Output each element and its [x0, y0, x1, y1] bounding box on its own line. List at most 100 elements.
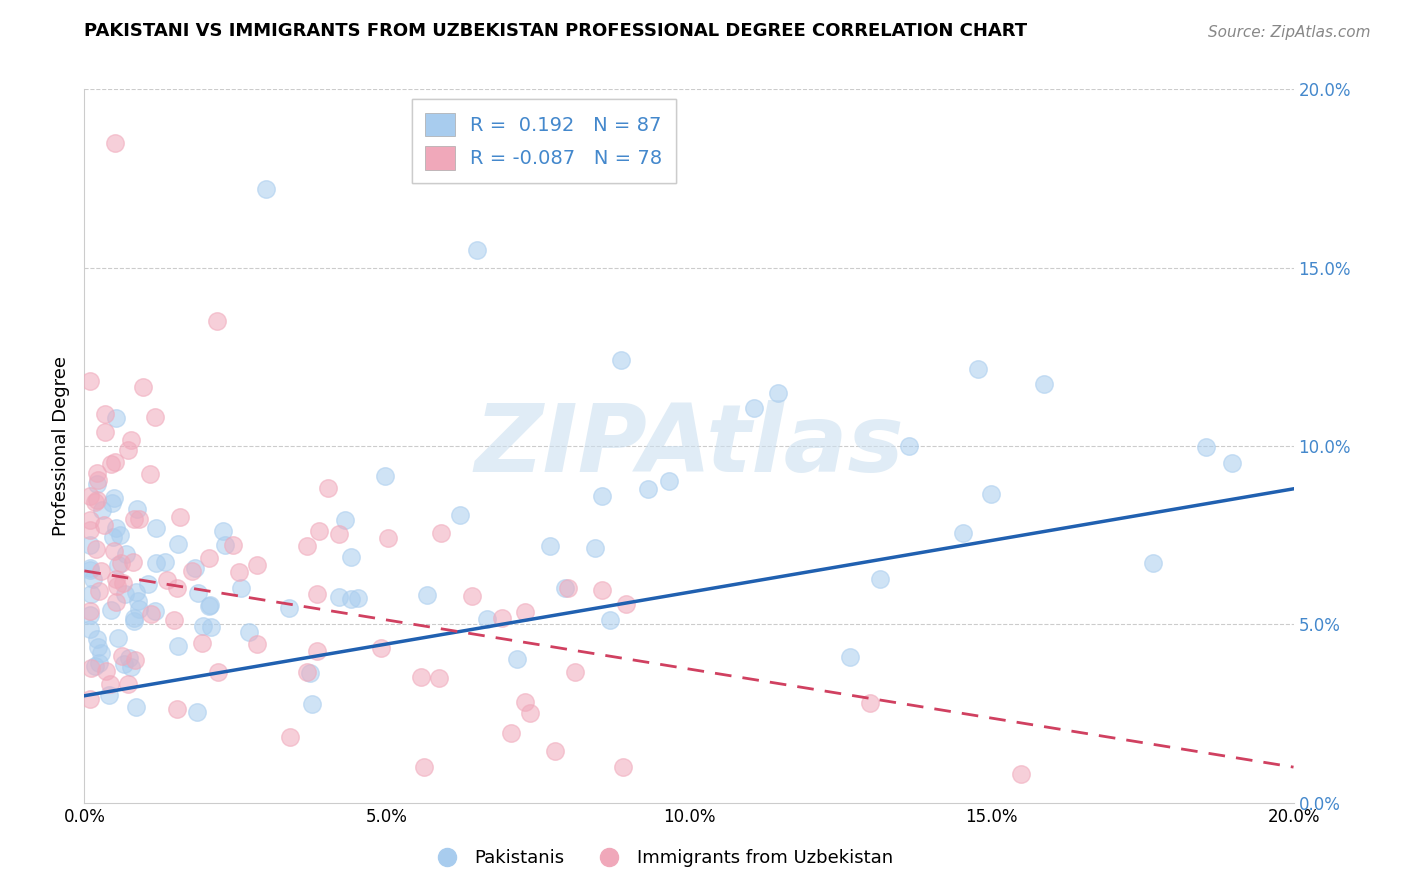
Point [103, 543, 125, 558]
Text: ZIPAtlas: ZIPAtlas [474, 400, 904, 492]
Point [212, 524, 235, 538]
Point [90, 503, 112, 517]
Point [112, 657, 135, 671]
Point [200, 598, 222, 612]
Point [145, 521, 167, 535]
Point [1220, 456, 1243, 470]
Point [79, 608, 101, 623]
Point [87, 640, 110, 654]
Point [207, 665, 229, 680]
Point [246, 558, 269, 573]
Point [114, 547, 136, 561]
Point [100, 457, 122, 471]
Point [238, 624, 260, 639]
Point [79, 622, 101, 636]
Point [1032, 376, 1054, 391]
Point [1011, 767, 1033, 781]
Point [79, 660, 101, 674]
Point [766, 386, 789, 401]
Point [221, 538, 243, 552]
Point [181, 564, 204, 578]
Point [415, 588, 437, 602]
Point [98, 689, 121, 703]
Point [114, 586, 136, 600]
Point [186, 705, 208, 719]
Point [295, 665, 318, 680]
Point [139, 467, 162, 482]
Point [333, 513, 356, 527]
Point [952, 525, 974, 540]
Point [166, 537, 188, 551]
Point [591, 583, 613, 598]
Point [246, 637, 269, 651]
Point [207, 314, 229, 328]
Point [125, 700, 148, 714]
Text: PAKISTANI VS IMMIGRANTS FROM UZBEKISTAN PROFESSIONAL DEGREE CORRELATION CHART: PAKISTANI VS IMMIGRANTS FROM UZBEKISTAN … [84, 22, 1028, 40]
Point [449, 508, 471, 523]
Point [101, 496, 124, 510]
Point [869, 573, 891, 587]
Point [637, 482, 659, 496]
Point [86, 477, 108, 491]
Point [104, 454, 127, 468]
Point [898, 440, 921, 454]
Point [143, 409, 166, 424]
Point [107, 631, 129, 645]
Point [145, 557, 167, 571]
Point [467, 243, 489, 257]
Point [328, 526, 350, 541]
Text: Source: ZipAtlas.com: Source: ZipAtlas.com [1208, 25, 1371, 40]
Point [340, 592, 363, 607]
Point [519, 706, 541, 721]
Point [117, 677, 139, 691]
Point [127, 501, 149, 516]
Point [564, 665, 586, 680]
Point [103, 530, 125, 544]
Point [83, 659, 105, 673]
Point [107, 558, 129, 572]
Point [427, 671, 450, 685]
Point [501, 726, 523, 740]
Point [411, 670, 433, 684]
Point [187, 586, 209, 600]
Point [599, 613, 621, 627]
Point [513, 605, 536, 619]
Point [1142, 556, 1164, 570]
Point [143, 604, 166, 618]
Point [305, 644, 328, 658]
Point [89, 657, 111, 671]
Point [967, 361, 990, 376]
Point [122, 614, 145, 628]
Point [430, 526, 453, 541]
Y-axis label: Professional Degree: Professional Degree [52, 356, 70, 536]
Point [128, 512, 150, 526]
Point [96, 664, 118, 678]
Point [111, 576, 134, 591]
Point [122, 610, 145, 624]
Point [124, 585, 146, 599]
Point [156, 574, 179, 588]
Point [839, 650, 862, 665]
Point [86, 466, 108, 480]
Point [117, 442, 139, 457]
Point [461, 590, 484, 604]
Point [79, 538, 101, 552]
Point [79, 691, 101, 706]
Point [166, 702, 188, 716]
Point [280, 731, 302, 745]
Point [108, 527, 131, 541]
Point [105, 579, 128, 593]
Point [228, 566, 250, 580]
Point [583, 541, 606, 556]
Point [214, 538, 236, 552]
Point [339, 550, 361, 565]
Point [153, 555, 176, 569]
Point [544, 743, 567, 757]
Point [166, 581, 188, 595]
Point [346, 591, 368, 605]
Point [167, 639, 190, 653]
Point [93, 517, 115, 532]
Point [86, 473, 108, 487]
Point [100, 603, 122, 617]
Point [980, 487, 1002, 501]
